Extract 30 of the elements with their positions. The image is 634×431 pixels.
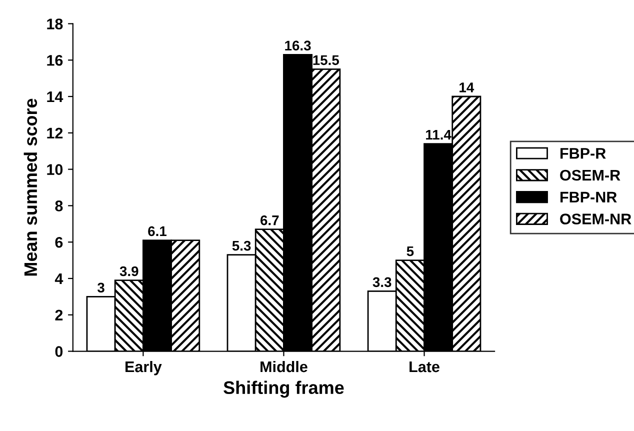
x-axis-title: Shifting frame bbox=[224, 380, 344, 398]
y-tick-label: 10 bbox=[47, 164, 63, 175]
data-label: 3 bbox=[97, 282, 104, 293]
y-tick-label: 2 bbox=[55, 310, 63, 320]
data-label: 5.3 bbox=[232, 240, 251, 251]
data-label: 3.9 bbox=[120, 266, 138, 276]
y-axis-title: Mean summed score bbox=[24, 98, 38, 276]
data-label: 6.7 bbox=[260, 215, 279, 226]
y-tick-label: 18 bbox=[47, 18, 63, 30]
y-tick-label: 14 bbox=[47, 92, 64, 102]
y-tick-label: 12 bbox=[47, 128, 63, 138]
data-label: 3.3 bbox=[372, 277, 392, 288]
x-tick-label: Early bbox=[126, 360, 162, 376]
y-tick-label: 6 bbox=[55, 236, 63, 248]
x-tick-label: Middle bbox=[260, 360, 308, 372]
data-label: 14 bbox=[460, 82, 474, 92]
legend-label: OSEM-R bbox=[560, 170, 620, 181]
y-tick-label: 16 bbox=[47, 54, 63, 66]
y-tick-label: 0 bbox=[55, 346, 63, 357]
data-label: 16.3 bbox=[285, 40, 311, 51]
data-label: 11.4 bbox=[426, 130, 452, 140]
data-label: 15.5 bbox=[313, 55, 340, 66]
legend-label: FBP-NR bbox=[560, 192, 617, 202]
legend-label: OSEM-NR bbox=[560, 214, 632, 224]
x-tick-label: Late bbox=[410, 362, 440, 372]
data-label: 5 bbox=[406, 246, 414, 256]
y-tick-label: 4 bbox=[54, 274, 64, 284]
y-tick-label: 8 bbox=[55, 200, 63, 212]
data-label: 6.1 bbox=[148, 226, 166, 236]
legend-label: FBP-R bbox=[560, 148, 606, 159]
